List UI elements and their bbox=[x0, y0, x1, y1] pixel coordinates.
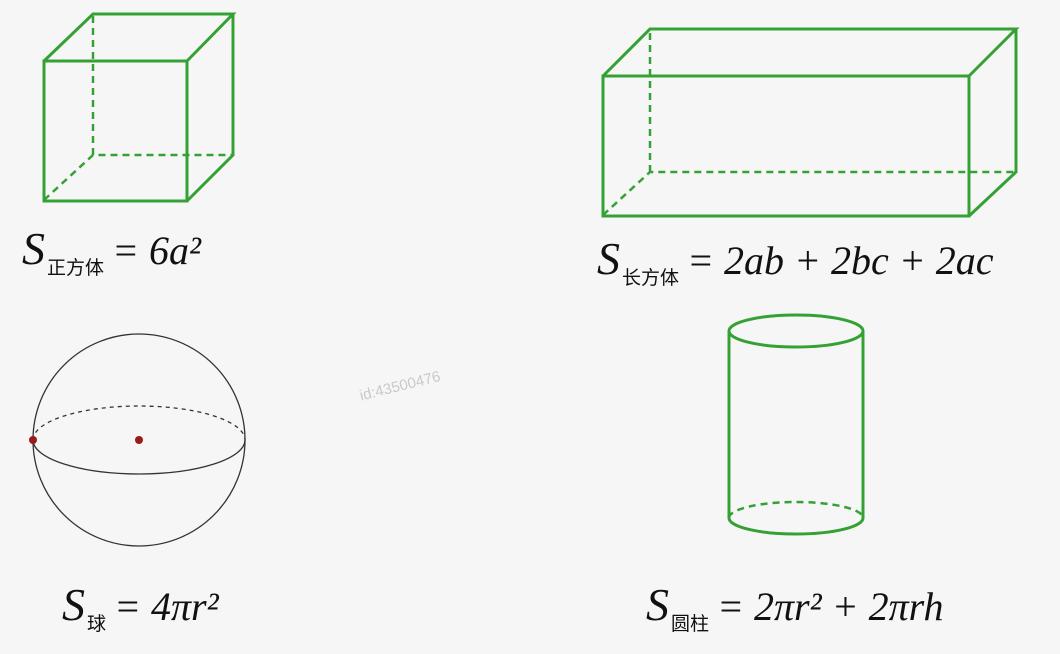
cuboid-formula-rhs: = 2ab + 2bc + 2ac bbox=[687, 238, 994, 283]
cube-figure bbox=[42, 12, 237, 203]
sphere-formula: S 球 = 4πr² bbox=[62, 578, 219, 636]
cuboid-formula-symbol: S bbox=[597, 233, 620, 284]
cylinder-figure bbox=[727, 313, 865, 536]
cylinder-formula-rhs: = 2πr² + 2πrh bbox=[717, 584, 944, 629]
cuboid-formula-subscript: 长方体 bbox=[622, 267, 680, 289]
cylinder-formula-subscript: 圆柱 bbox=[671, 613, 710, 635]
cylinder-formula: S 圆柱 = 2πr² + 2πrh bbox=[646, 578, 943, 636]
cylinder-formula-symbol: S bbox=[646, 579, 669, 630]
sphere-formula-subscript: 球 bbox=[87, 613, 107, 635]
cube-formula: S 正方体 = 6a² bbox=[22, 222, 201, 280]
cube-formula-rhs: = 6a² bbox=[112, 228, 201, 273]
sphere-surface-point bbox=[29, 436, 37, 444]
cuboid-formula: S 长方体 = 2ab + 2bc + 2ac bbox=[597, 232, 994, 290]
sphere-formula-symbol: S bbox=[62, 579, 85, 630]
cube-formula-subscript: 正方体 bbox=[47, 257, 105, 279]
sphere-figure bbox=[29, 333, 246, 547]
sphere-center-point bbox=[135, 436, 143, 444]
cube-formula-symbol: S bbox=[22, 223, 45, 274]
cuboid-figure bbox=[601, 27, 1020, 218]
sphere-formula-rhs: = 4πr² bbox=[114, 584, 219, 629]
